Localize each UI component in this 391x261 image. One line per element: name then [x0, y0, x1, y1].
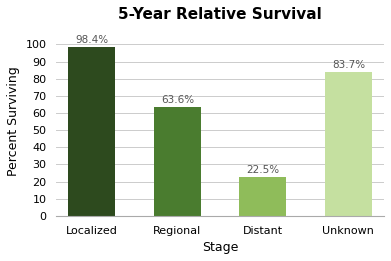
Bar [239, 177, 286, 216]
Text: 83.7%: 83.7% [332, 60, 365, 70]
Title: 5-Year Relative Survival: 5-Year Relative Survival [118, 7, 322, 22]
Text: 22.5%: 22.5% [246, 165, 280, 175]
Y-axis label: Percent Surviving: Percent Surviving [7, 67, 20, 176]
Bar [68, 47, 115, 216]
Text: 63.6%: 63.6% [161, 95, 194, 105]
Text: 98.4%: 98.4% [75, 35, 108, 45]
Bar [154, 107, 201, 216]
X-axis label: Stage: Stage [202, 241, 239, 254]
Bar [325, 72, 372, 216]
